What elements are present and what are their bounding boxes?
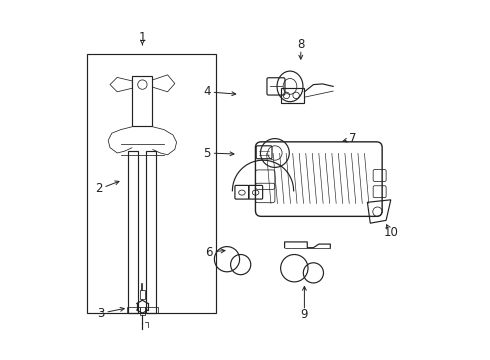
Text: 1: 1 <box>139 31 146 44</box>
Bar <box>128 151 139 313</box>
Bar <box>145 307 158 313</box>
Bar <box>281 88 304 103</box>
Text: 10: 10 <box>383 226 398 239</box>
Bar <box>87 54 216 313</box>
Bar <box>140 307 145 315</box>
Bar <box>127 307 140 313</box>
Text: 3: 3 <box>98 307 105 320</box>
Text: 4: 4 <box>203 85 211 98</box>
Text: 8: 8 <box>297 39 304 51</box>
Bar <box>147 151 156 313</box>
Bar <box>132 76 152 126</box>
Text: 5: 5 <box>203 147 211 159</box>
Text: 9: 9 <box>301 309 308 321</box>
Text: 6: 6 <box>205 246 213 258</box>
Text: 7: 7 <box>349 132 357 145</box>
Bar <box>140 290 145 299</box>
Text: 2: 2 <box>96 183 103 195</box>
